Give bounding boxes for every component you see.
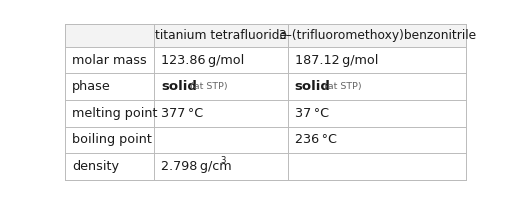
Text: solid: solid [161,80,197,93]
Text: titanium tetrafluoride: titanium tetrafluoride [155,29,287,42]
Bar [65,24,466,47]
Text: density: density [72,160,119,173]
Text: molar mass: molar mass [72,54,147,67]
Text: phase: phase [72,80,111,93]
Text: 187.12 g/mol: 187.12 g/mol [295,54,378,67]
Text: melting point: melting point [72,107,157,120]
Text: 3: 3 [221,156,226,165]
Text: boiling point: boiling point [72,133,152,146]
Text: 236 °C: 236 °C [295,133,337,146]
Text: 123.86 g/mol: 123.86 g/mol [161,54,244,67]
Text: solid: solid [295,80,330,93]
Text: 2.798 g/cm: 2.798 g/cm [161,160,232,173]
Text: (at STP): (at STP) [324,82,362,91]
Text: 37 °C: 37 °C [295,107,329,120]
Text: 377 °C: 377 °C [161,107,204,120]
Text: 3–(trifluoromethoxy)benzonitrile: 3–(trifluoromethoxy)benzonitrile [278,29,476,42]
Text: (at STP): (at STP) [191,82,228,91]
